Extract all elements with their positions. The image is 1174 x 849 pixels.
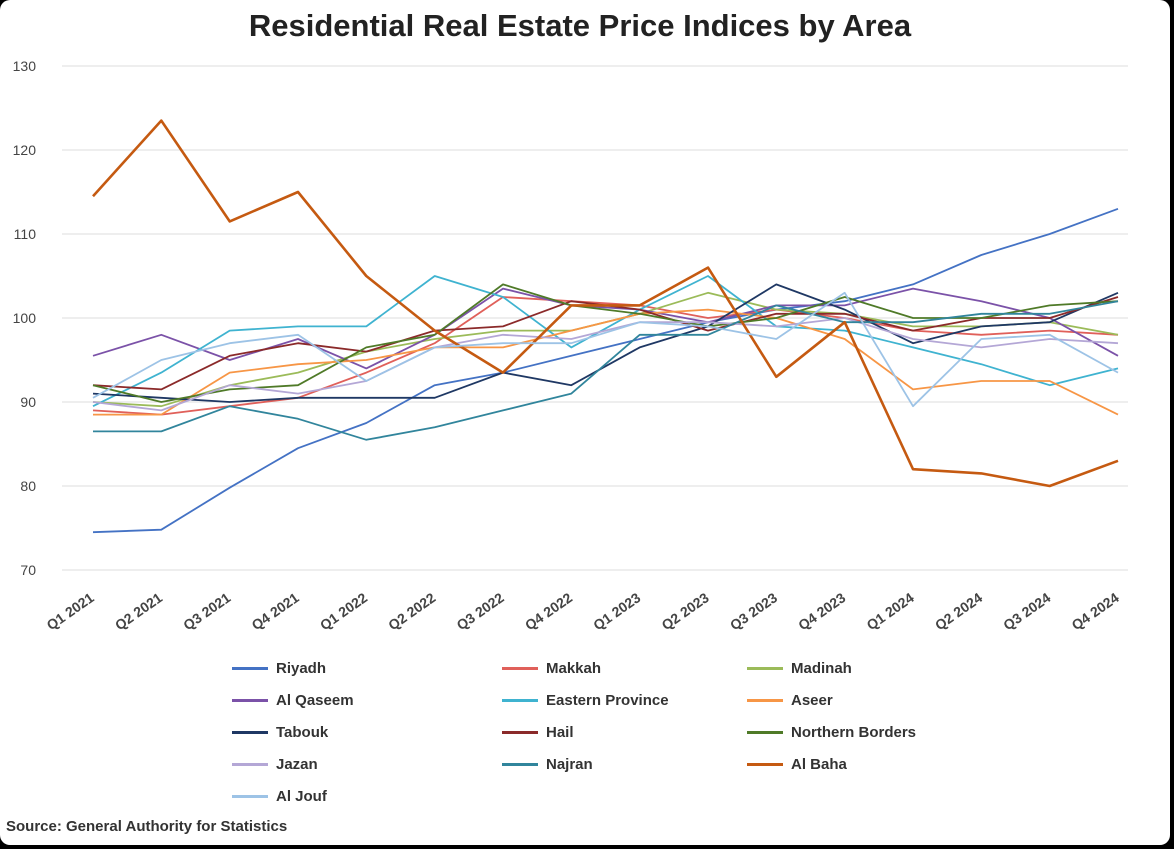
legend-item-aseer: Aseer bbox=[747, 688, 1017, 712]
legend-swatch bbox=[232, 730, 268, 734]
x-tick-label: Q2 2023 bbox=[659, 589, 712, 633]
legend-label: Eastern Province bbox=[546, 691, 669, 709]
legend-item-najran: Najran bbox=[502, 752, 747, 776]
x-tick-label: Q3 2021 bbox=[180, 589, 233, 633]
legend-swatch bbox=[747, 762, 783, 766]
legend-swatch bbox=[502, 666, 538, 670]
series-line-tabouk bbox=[92, 283, 1119, 403]
x-tick-label: Q1 2023 bbox=[590, 589, 643, 633]
x-tick-label: Q4 2024 bbox=[1069, 589, 1122, 633]
legend-swatch bbox=[747, 730, 783, 734]
legend-swatch bbox=[502, 698, 538, 702]
legend-item-eastern-province: Eastern Province bbox=[502, 688, 747, 712]
y-tick-label: 70 bbox=[20, 562, 36, 578]
x-tick-label: Q1 2024 bbox=[864, 589, 917, 633]
series-line-al-baha bbox=[92, 119, 1119, 488]
series-line-riyadh bbox=[92, 207, 1119, 534]
y-tick-label: 90 bbox=[20, 394, 36, 410]
line-chart: 70 80 90 100 110 120 130 Q1 2021 Q2 2021 Q3 2021 Q… bbox=[13, 58, 1128, 633]
legend-item-al-qaseem: Al Qaseem bbox=[232, 688, 502, 712]
legend-swatch bbox=[232, 666, 268, 670]
legend-label: Hail bbox=[546, 723, 574, 741]
legend-item-al-jouf: Al Jouf bbox=[232, 784, 502, 808]
series-line-aseer bbox=[93, 308, 1119, 416]
legend-item-jazan: Jazan bbox=[232, 752, 502, 776]
legend-label: Al Qaseem bbox=[276, 691, 354, 709]
series-line-eastern-province bbox=[92, 275, 1119, 408]
x-tick-label: Q2 2022 bbox=[385, 589, 438, 633]
legend-swatch bbox=[232, 698, 268, 702]
legend-swatch bbox=[747, 698, 783, 702]
x-tick-label: Q3 2022 bbox=[454, 589, 507, 633]
legend-label: Al Jouf bbox=[276, 787, 327, 805]
series-line-al-jouf bbox=[92, 291, 1119, 408]
legend-label: Aseer bbox=[791, 691, 833, 709]
legend-label: Riyadh bbox=[276, 659, 327, 677]
legend-item-riyadh: Riyadh bbox=[232, 656, 502, 680]
x-tick-label: Q4 2022 bbox=[522, 589, 575, 633]
legend-swatch bbox=[747, 666, 783, 670]
y-tick-label: 80 bbox=[20, 478, 36, 494]
legend-label: Madinah bbox=[791, 659, 852, 677]
legend-label: Najran bbox=[546, 755, 593, 773]
legend-label: Makkah bbox=[546, 659, 602, 677]
legend-item-tabouk: Tabouk bbox=[232, 720, 502, 744]
x-tick-label: Q3 2023 bbox=[727, 589, 780, 633]
series-line-northern-borders bbox=[92, 283, 1119, 403]
legend-swatch bbox=[232, 762, 268, 766]
y-tick-label: 120 bbox=[13, 142, 37, 158]
y-tick-label: 100 bbox=[13, 310, 37, 326]
x-tick-label: Q2 2024 bbox=[932, 589, 985, 633]
legend-item-al-baha: Al Baha bbox=[747, 752, 1017, 776]
series-line-makkah bbox=[92, 296, 1119, 416]
legend-item-northern-borders: Northern Borders bbox=[747, 720, 1017, 744]
y-tick-label: 110 bbox=[14, 226, 37, 242]
x-tick-label: Q3 2024 bbox=[1000, 589, 1053, 633]
legend-swatch bbox=[502, 730, 538, 734]
legend-label: Tabouk bbox=[276, 723, 329, 741]
legend-item-hail: Hail bbox=[502, 720, 747, 744]
legend-item-makkah: Makkah bbox=[502, 656, 747, 680]
x-tick-label: Q2 2021 bbox=[112, 589, 165, 633]
y-tick-label: 130 bbox=[13, 58, 37, 74]
source-note: Source: General Authority for Statistics bbox=[6, 818, 288, 835]
chart-legend: Riyadh Makkah Madinah Al Qaseem Eastern Prov… bbox=[232, 656, 1052, 808]
x-tick-label: Q1 2022 bbox=[317, 589, 370, 633]
legend-swatch bbox=[232, 794, 268, 798]
x-tick-label: Q4 2021 bbox=[249, 589, 302, 633]
series-line-hail bbox=[92, 296, 1119, 391]
legend-label: Al Baha bbox=[791, 755, 847, 773]
legend-label: Jazan bbox=[276, 755, 318, 773]
legend-item-madinah: Madinah bbox=[747, 656, 1017, 680]
legend-label: Northern Borders bbox=[791, 723, 917, 741]
legend-swatch bbox=[502, 762, 538, 766]
series-line-najran bbox=[93, 300, 1119, 441]
series-line-jazan bbox=[92, 317, 1119, 412]
x-tick-label: Q1 2021 bbox=[44, 589, 97, 633]
chart-title: Residential Real Estate Price Indices by… bbox=[248, 8, 912, 43]
x-tick-label: Q4 2023 bbox=[795, 589, 848, 633]
